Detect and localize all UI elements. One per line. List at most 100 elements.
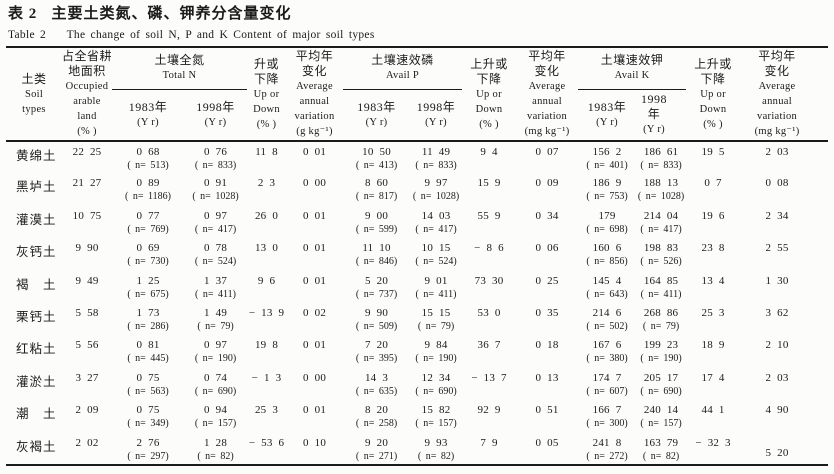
cell-avail-p-1983: 10 50( n= 413) [355,146,398,171]
cell-avail-p-up-down: − 13 7 [471,371,507,384]
cell-avail-p-1998: 9 93( n= 82) [417,436,455,462]
group-header-avail-k: 土壤速效钾 Avail K [578,47,687,90]
cell-avail-k-1983: 145 4( n= 643) [586,274,628,300]
cell-total-n-1983: 1 25( n= 675) [127,274,169,300]
cell-total-n-up-down: 25 3 [254,404,279,417]
cell-total-n-1983: 0 68( n= 513) [127,146,169,171]
cell-total-n-up-down: 19 8 [254,339,279,352]
group-header-total-n: 土壤全氮 Total N [112,47,248,90]
cell-avail-k-up-down: 18 9 [701,339,725,352]
cell-total-n-1983: 0 89( n= 1186) [125,177,171,203]
cell-avail-k-1998: 198 83( n= 526) [640,242,682,268]
cell-occupied-arable-land: 21 27 [72,177,102,190]
col-header-avail-p-avg-variation: 平均年 变化 Average annual variation (mg kg⁻¹… [524,49,570,137]
cell-total-n-1983: 0 75( n= 349) [127,404,169,430]
cell-avail-k-1983: 160 6( n= 856) [586,242,628,268]
table-row: 灌漠土 10 75 0 77( n= 769) 0 97( n= 417) 26 0 0 … [6,206,828,238]
cell-avail-p-1983: 14 3( n= 635) [355,371,398,397]
cell-total-n-1998: 0 97( n= 417) [194,209,237,235]
table-row: 黑垆土 21 27 0 89( n= 1186) 0 91( n= 1028) 2 3 0… [6,173,828,205]
cell-total-n-avg-variation: 0 00 [302,177,327,190]
cell-total-n-1998: 0 94( n= 157) [194,404,237,430]
cell-avail-k-1998: 164 85( n= 411) [640,274,682,300]
cell-avail-k-1983: 179( n= 698) [586,209,628,235]
cell-avail-k-1983: 156 2( n= 401) [586,146,628,171]
soil-type-name: 栗钙土 [16,309,57,324]
cell-total-n-up-down: 11 8 [255,146,278,158]
cell-avail-p-up-down: 15 9 [477,177,501,190]
cell-total-n-1983: 0 75( n= 563) [127,371,169,397]
cell-occupied-arable-land: 5 56 [75,339,99,352]
cell-occupied-arable-land: 2 02 [75,436,99,449]
cell-total-n-1998: 0 74( n= 690) [194,371,237,397]
col-header-soil-types: 土类 Soil types [21,71,47,115]
cell-avail-k-avg-variation: 2 03 [765,371,789,384]
soil-type-name: 黑垆土 [16,180,57,195]
table-header: 土类 Soil types 占全省耕 地面积 Occupied arable l… [6,47,829,141]
cell-avail-k-1983: 174 7( n= 607) [586,371,628,397]
cell-avail-k-1998: 268 86( n= 79) [642,306,680,332]
cell-total-n-1983: 0 81( n= 445) [127,339,169,365]
table-row: 潮 土 2 09 0 75( n= 349) 0 94( n= 157) 25 3 0 0… [6,400,828,432]
cell-avail-k-1998: 163 79( n= 82) [642,436,680,462]
cell-total-n-avg-variation: 0 01 [302,339,327,352]
cell-avail-k-avg-variation: 0 08 [765,177,789,190]
cell-avail-p-up-down: 36 7 [477,339,501,352]
cell-total-n-1998: 1 37( n= 411) [195,274,236,300]
cell-total-n-up-down: − 53 6 [248,436,285,449]
col-header-avail-k-1998: 1998年 (Y r) [641,92,668,136]
col-header-total-n-1998: 1998年 (Y r) [196,99,235,128]
cell-avail-k-1998: 186 61( n= 833) [640,146,682,171]
cell-avail-p-1998: 14 03( n= 417) [415,209,457,235]
cell-total-n-avg-variation: 0 02 [302,306,327,319]
cell-total-n-avg-variation: 0 00 [302,371,327,384]
table-row: 红粘土 5 56 0 81( n= 445) 0 97( n= 190) 19 8 0 0… [6,335,828,367]
cell-avail-p-avg-variation: 0 51 [535,404,559,417]
cell-avail-k-avg-variation: 5 20 [765,446,789,459]
cell-avail-p-1998: 9 97( n= 1028) [412,177,460,203]
col-header-avail-p-1983: 1983年 (Y r) [357,99,396,128]
cell-avail-p-avg-variation: 0 07 [535,146,559,158]
table-row: 灰钙土 9 90 0 69( n= 730) 0 78( n= 524) 13 0 0 0… [6,238,828,270]
cell-avail-p-1998: 12 34( n= 690) [415,371,457,397]
cell-total-n-up-down: − 1 3 [251,371,282,384]
cell-avail-p-avg-variation: 0 18 [535,339,559,352]
cell-occupied-arable-land: 9 90 [75,242,99,255]
cell-avail-p-up-down: 53 0 [477,306,501,319]
cell-avail-k-1998: 188 13( n= 1028) [637,177,685,203]
cell-avail-k-1983: 214 6( n= 502) [586,306,628,332]
cell-avail-k-up-down: 25 3 [701,306,725,319]
cell-avail-k-avg-variation: 2 03 [765,146,789,158]
table-title-zh: 表 2 主要土类氮、磷、钾养分含量变化 [8,6,292,22]
cell-avail-k-up-down: 19 5 [701,146,725,158]
cell-avail-p-1983: 11 10( n= 846) [355,242,398,268]
col-header-total-n-1983: 1983年 (Y r) [128,99,168,128]
cell-total-n-up-down: 26 0 [254,209,279,222]
soil-type-name: 灰褐土 [16,439,57,454]
cell-avail-k-avg-variation: 4 90 [765,404,789,417]
cell-avail-k-up-down: 19 6 [701,209,725,222]
cell-avail-p-up-down: 7 9 [480,436,498,449]
cell-avail-k-avg-variation: 2 10 [765,339,789,352]
cell-occupied-arable-land: 9 49 [75,274,99,287]
cell-total-n-up-down: − 13 9 [248,306,285,319]
soil-type-name: 灌淤土 [16,374,57,389]
cell-avail-p-1998: 10 15( n= 524) [415,242,457,268]
cell-total-n-1998: 0 97( n= 190) [194,339,237,365]
soil-nutrient-table: 土类 Soil types 占全省耕 地面积 Occupied arable l… [6,46,829,466]
cell-avail-k-1983: 167 6( n= 380) [586,339,628,365]
cell-total-n-1998: 1 28( n= 82) [197,436,234,462]
col-header-avail-p-1998: 1998年 (Y r) [416,99,456,128]
cell-avail-p-1998: 15 82( n= 157) [415,404,457,430]
cell-total-n-1983: 0 69( n= 730) [127,242,169,268]
cell-avail-k-1983: 166 7( n= 300) [586,404,628,430]
cell-avail-p-avg-variation: 0 35 [535,306,559,319]
cell-total-n-1983: 1 73( n= 286) [127,306,169,332]
cell-avail-k-avg-variation: 3 62 [765,306,789,319]
col-header-avail-k-up-down: 上升或 下降 Up or Down (% ) [694,56,732,130]
cell-avail-p-avg-variation: 0 09 [535,177,559,190]
cell-occupied-arable-land: 3 27 [75,371,99,384]
cell-occupied-arable-land: 22 25 [72,146,102,158]
soil-type-name: 褐 土 [16,277,57,292]
